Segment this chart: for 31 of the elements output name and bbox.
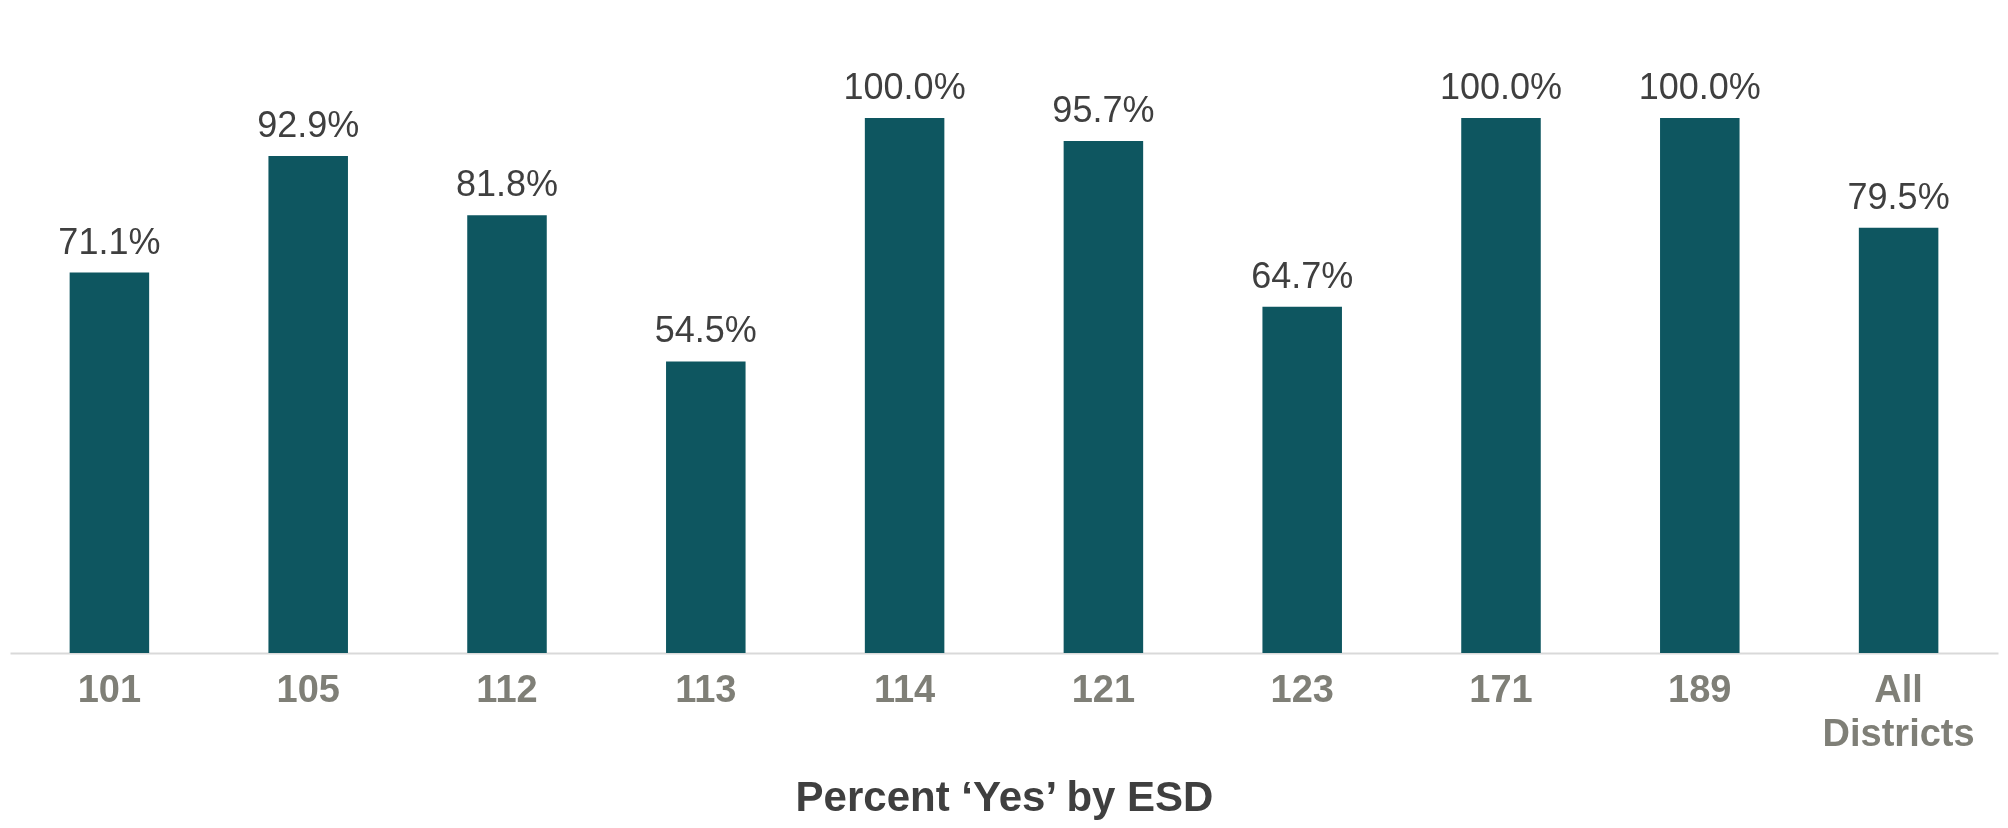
bar bbox=[467, 215, 547, 653]
bar bbox=[864, 118, 945, 653]
x-tick-label: 105 bbox=[276, 667, 340, 710]
data-label: 100.0% bbox=[1439, 66, 1563, 107]
bar bbox=[1660, 118, 1740, 653]
bar bbox=[1063, 141, 1144, 653]
bar bbox=[1461, 118, 1541, 653]
data-label: 92.9% bbox=[257, 103, 360, 145]
data-label: 100.0% bbox=[1638, 66, 1761, 107]
x-tick-label: All Districts bbox=[1822, 667, 1975, 754]
data-label: 100.0% bbox=[843, 66, 966, 107]
x-axis-title: Percent ‘Yes’ by ESD bbox=[795, 772, 1214, 820]
bar bbox=[268, 155, 348, 653]
bar bbox=[1262, 306, 1342, 653]
x-tick-label: 189 bbox=[1668, 667, 1732, 710]
data-label: 54.5% bbox=[654, 309, 757, 351]
x-tick-label: 121 bbox=[1071, 667, 1136, 710]
data-label: 71.1% bbox=[58, 220, 161, 262]
bar bbox=[666, 361, 746, 653]
data-label: 95.7% bbox=[1052, 89, 1155, 131]
x-tick-label: 171 bbox=[1469, 667, 1533, 710]
data-label: 64.7% bbox=[1251, 254, 1354, 296]
x-tick-label: 123 bbox=[1270, 667, 1334, 710]
data-label: 79.5% bbox=[1847, 175, 1950, 217]
x-tick-label: 113 bbox=[675, 667, 737, 710]
x-tick-label: 114 bbox=[873, 667, 936, 710]
x-tick-label: 112 bbox=[476, 667, 538, 710]
bar bbox=[1858, 227, 1939, 653]
bar bbox=[69, 272, 150, 653]
data-label: 81.8% bbox=[455, 163, 559, 205]
x-tick-label: 101 bbox=[77, 667, 142, 710]
